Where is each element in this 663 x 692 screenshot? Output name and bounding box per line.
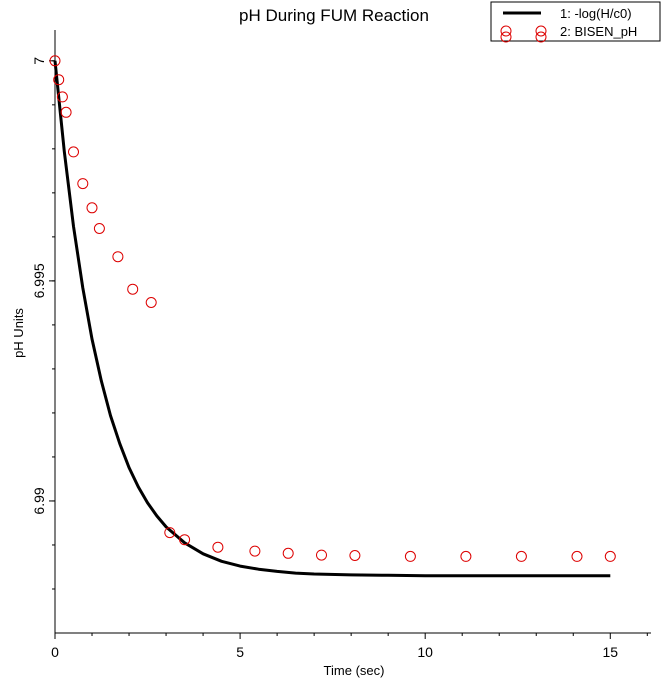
legend-marker-swatch-b xyxy=(500,31,512,43)
legend-box xyxy=(490,1,661,42)
x-tick-label: 5 xyxy=(236,644,244,660)
series-line-1 xyxy=(53,60,611,578)
series-2-point xyxy=(53,74,65,86)
series-2-point xyxy=(86,202,98,214)
series-2-point xyxy=(127,283,139,295)
series-2-point xyxy=(164,527,176,539)
series-2-point xyxy=(571,550,583,562)
x-axis-label: Time (sec) xyxy=(324,663,385,678)
y-tick-label: 6.995 xyxy=(31,263,47,298)
series-2-point xyxy=(93,223,105,234)
legend-marker-swatch-a xyxy=(500,25,512,37)
series-2-point xyxy=(349,550,361,561)
series-2-point xyxy=(56,91,68,103)
series-2-point xyxy=(49,55,61,67)
legend: 1: -log(H/c0) 2: BISEN_pH xyxy=(490,1,661,43)
axes xyxy=(54,30,651,634)
x-tick-label: 15 xyxy=(602,644,618,660)
series-2-point xyxy=(145,297,157,308)
y-ticks: 6.99 6.995 7 xyxy=(31,57,55,590)
x-tick-label: 10 xyxy=(417,644,433,660)
series-2-point xyxy=(515,550,527,562)
series-2-point xyxy=(77,178,89,190)
chart-title: pH During FUM Reaction xyxy=(239,6,429,25)
series-2-point xyxy=(282,547,294,559)
y-tick-label: 7 xyxy=(31,57,47,65)
y-axis-label: pH Units xyxy=(11,308,26,358)
y-tick-label: 6.99 xyxy=(31,487,47,514)
series-2-point xyxy=(460,550,472,562)
legend-marker-swatch-d xyxy=(535,31,547,43)
series-2-point xyxy=(249,545,261,557)
legend-marker-swatch-c xyxy=(535,25,547,37)
x-ticks: 0 5 10 15 xyxy=(51,633,648,660)
series-2-point xyxy=(60,106,72,118)
plot-area xyxy=(49,55,616,578)
series-2-point xyxy=(212,541,224,553)
series-2-point xyxy=(316,549,327,561)
series-2-point xyxy=(68,146,79,158)
series-2-point xyxy=(179,534,191,546)
legend-label-2: 2: BISEN_pH xyxy=(560,24,637,39)
series-2-point xyxy=(112,251,124,263)
series-2-point xyxy=(404,550,416,562)
series-2-point xyxy=(604,550,616,562)
x-tick-label: 0 xyxy=(51,644,59,660)
legend-label-1: 1: -log(H/c0) xyxy=(560,6,632,21)
